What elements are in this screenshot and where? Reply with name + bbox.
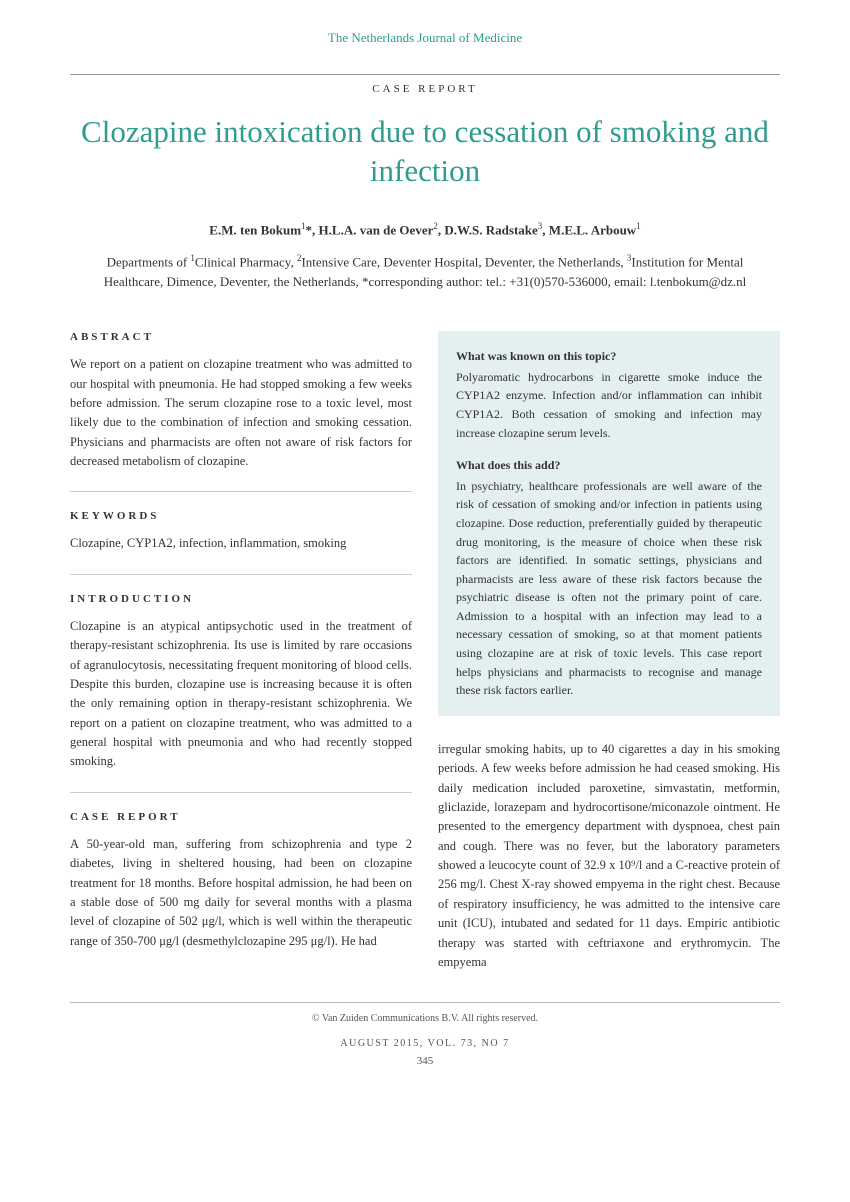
info-box-q1-heading: What was known on this topic? [456,347,762,366]
info-box-q2-heading: What does this add? [456,456,762,475]
affiliations: Departments of 1Clinical Pharmacy, 2Inte… [70,252,780,291]
info-box-q2-text: In psychiatry, healthcare professionals … [456,477,762,700]
section-rule [70,792,412,793]
footer-rule [70,1002,780,1003]
section-rule [70,491,412,492]
page-number: 345 [70,1055,780,1067]
article-title: Clozapine intoxication due to cessation … [70,113,780,191]
two-column-body: ABSTRACT We report on a patient on cloza… [70,331,780,972]
info-box: What was known on this topic? Polyaromat… [438,331,780,716]
page-footer: © Van Zuiden Communications B.V. All rig… [70,1002,780,1067]
keywords-text: Clozapine, CYP1A2, infection, inflammati… [70,534,412,553]
left-column: ABSTRACT We report on a patient on cloza… [70,331,412,972]
introduction-heading: INTRODUCTION [70,593,412,605]
journal-name: The Netherlands Journal of Medicine [70,30,780,46]
introduction-text: Clozapine is an atypical antipsychotic u… [70,617,412,772]
case-report-text-col1: A 50-year-old man, suffering from schizo… [70,835,412,951]
info-box-q1-text: Polyaromatic hydrocarbons in cigarette s… [456,368,762,442]
keywords-heading: KEYWORDS [70,510,412,522]
issue-info: AUGUST 2015, VOL. 73, NO 7 [70,1038,780,1049]
right-column: What was known on this topic? Polyaromat… [438,331,780,972]
article-type-label: CASE REPORT [70,83,780,95]
case-report-heading: CASE REPORT [70,811,412,823]
abstract-text: We report on a patient on clozapine trea… [70,355,412,471]
section-rule [70,574,412,575]
authors-line: E.M. ten Bokum1*, H.L.A. van de Oever2, … [70,221,780,238]
case-report-text-col2: irregular smoking habits, up to 40 cigar… [438,740,780,973]
copyright-line: © Van Zuiden Communications B.V. All rig… [70,1013,780,1024]
top-rule [70,74,780,75]
abstract-heading: ABSTRACT [70,331,412,343]
